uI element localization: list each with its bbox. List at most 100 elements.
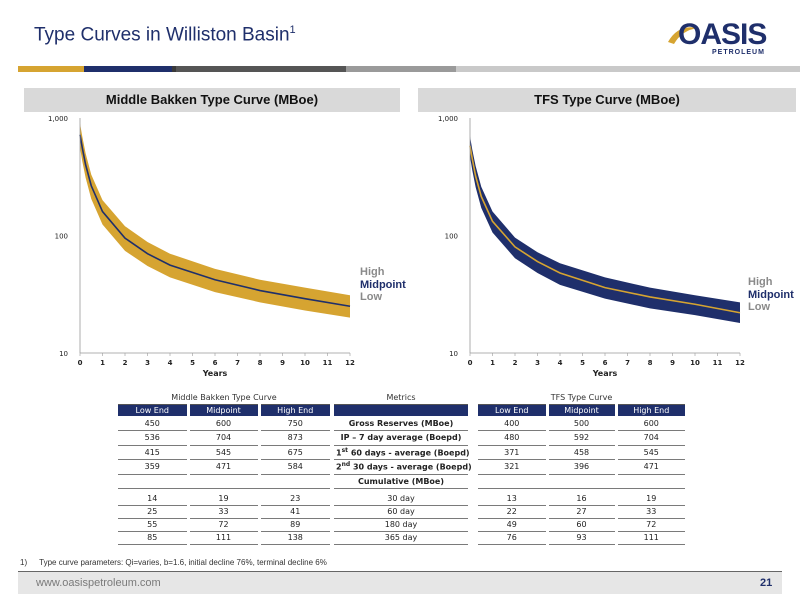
metrics-header-blank: [334, 404, 468, 416]
table-cell: 49: [478, 518, 549, 532]
x-tick-label: 5: [190, 359, 195, 367]
x-tick-label: 11: [713, 359, 723, 367]
cumulative-header: Cumulative (MBoe): [334, 474, 468, 489]
col-header-high-end: High End: [616, 404, 686, 416]
table-cell: 16: [547, 492, 618, 506]
table-row: 60 day: [334, 505, 468, 519]
legend-high: High: [360, 266, 385, 278]
table-cell: 22: [478, 505, 549, 519]
table-cell: 750: [259, 416, 330, 431]
table-group-title: Metrics: [334, 392, 468, 405]
table-cell: 359: [118, 459, 190, 475]
table-row: 321 396 471: [478, 459, 686, 475]
table-cell: 704: [188, 430, 261, 446]
logo-subtitle: PETROLEUM: [712, 49, 765, 56]
table-cell: 400: [478, 416, 549, 431]
x-tick-label: 8: [648, 359, 653, 367]
col-header-midpoint: Midpoint: [547, 404, 618, 416]
x-tick-label: 11: [323, 359, 333, 367]
x-tick-label: 10: [300, 359, 310, 367]
table-cell: 55: [118, 518, 190, 532]
table-row-spacer: [118, 474, 330, 489]
mb-chart-legend: High Midpoint Low: [360, 266, 406, 304]
x-tick-label: 9: [670, 359, 675, 367]
table-row: Cumulative (MBoe): [334, 474, 468, 489]
x-tick-label: 5: [580, 359, 585, 367]
table-cell: 33: [188, 505, 261, 519]
table-row-spacer: [478, 474, 686, 489]
table-cell: 85: [118, 531, 190, 545]
table-cell: 873: [259, 430, 330, 446]
table-row: 365 day: [334, 531, 468, 545]
col-header-low-end: Low End: [118, 404, 190, 416]
x-tick-label: 6: [603, 359, 608, 367]
y-tick-label: 1,000: [438, 115, 458, 123]
bar-segment: [456, 66, 800, 72]
y-tick-label: 1,000: [48, 115, 68, 123]
x-tick-label: 7: [235, 359, 240, 367]
table-cell: 458: [547, 445, 618, 460]
table-cell: 545: [188, 445, 261, 460]
top-color-bar: [18, 66, 800, 72]
table-cell: 415: [118, 445, 190, 460]
tfs-chart-legend: High Midpoint Low: [748, 276, 794, 314]
legend-midpoint: Midpoint: [748, 288, 794, 301]
table-row: 85 111 138: [118, 531, 330, 545]
table-row: 49 60 72: [478, 518, 686, 532]
col-header-low-end: Low End: [478, 404, 549, 416]
x-tick-label: 4: [168, 359, 173, 367]
table-cell: 25: [118, 505, 190, 519]
table-row: 359 471 584: [118, 459, 330, 475]
table-row: 76 93 111: [478, 531, 686, 545]
x-tick-label: 2: [123, 359, 128, 367]
table-cell: 41: [259, 505, 330, 519]
table-cell: 471: [616, 459, 686, 475]
x-tick-label: 6: [213, 359, 218, 367]
table-row: 25 33 41: [118, 505, 330, 519]
table-cell: 72: [188, 518, 261, 532]
table-row: 14 19 23: [118, 492, 330, 506]
legend-midpoint: Midpoint: [360, 278, 406, 291]
table-cell: 72: [616, 518, 686, 532]
x-axis-label: Years: [202, 369, 228, 378]
mb-type-curve-table: Middle Bakken Type Curve Low End Midpoin…: [118, 392, 330, 545]
x-tick-label: 4: [558, 359, 563, 367]
table-row: 400 500 600: [478, 416, 686, 431]
metric-60-day: 60 day: [334, 505, 468, 519]
y-tick-label: 10: [449, 350, 458, 358]
mb-chart-header: Middle Bakken Type Curve (MBoe): [24, 88, 400, 112]
metric-second-30-days: 2nd 30 days - average (Boepd): [334, 459, 472, 475]
metric-180-day: 180 day: [334, 518, 468, 532]
x-tick-label: 3: [145, 359, 150, 367]
table-row: 180 day: [334, 518, 468, 532]
page-number: 21: [760, 577, 773, 589]
bar-segment: [176, 66, 346, 72]
footer-website: www.oasispetroleum.com: [36, 577, 161, 589]
table-row: IP – 7 day average (Boepd): [334, 430, 468, 446]
bar-segment: [84, 66, 172, 72]
y-tick-label: 100: [445, 233, 458, 241]
table-row: 450 600 750: [118, 416, 330, 431]
table-cell: 704: [616, 430, 686, 446]
table-row: 55 72 89: [118, 518, 330, 532]
oasis-logo: OASIS PETROLEUM: [664, 18, 774, 58]
table-cell: 480: [478, 430, 549, 446]
table-cell: 371: [478, 445, 549, 460]
table-row: 13 16 19: [478, 492, 686, 506]
page-title: Type Curves in Williston Basin1: [34, 24, 296, 46]
table-cell: 450: [118, 416, 190, 431]
table-cell: 13: [478, 492, 549, 506]
x-tick-label: 1: [490, 359, 495, 367]
table-cell: 396: [547, 459, 618, 475]
legend-low: Low: [360, 291, 382, 303]
y-tick-label: 100: [55, 233, 68, 241]
table-cell: 592: [547, 430, 618, 446]
table-group-title: Middle Bakken Type Curve: [118, 392, 330, 405]
table-row: 371 458 545: [478, 445, 686, 460]
table-row: 415 545 675: [118, 445, 330, 460]
x-tick-label: 2: [513, 359, 518, 367]
table-cell: 545: [616, 445, 686, 460]
metric-30-day: 30 day: [334, 492, 468, 506]
legend-high: High: [748, 276, 773, 288]
metric-365-day: 365 day: [334, 531, 468, 545]
